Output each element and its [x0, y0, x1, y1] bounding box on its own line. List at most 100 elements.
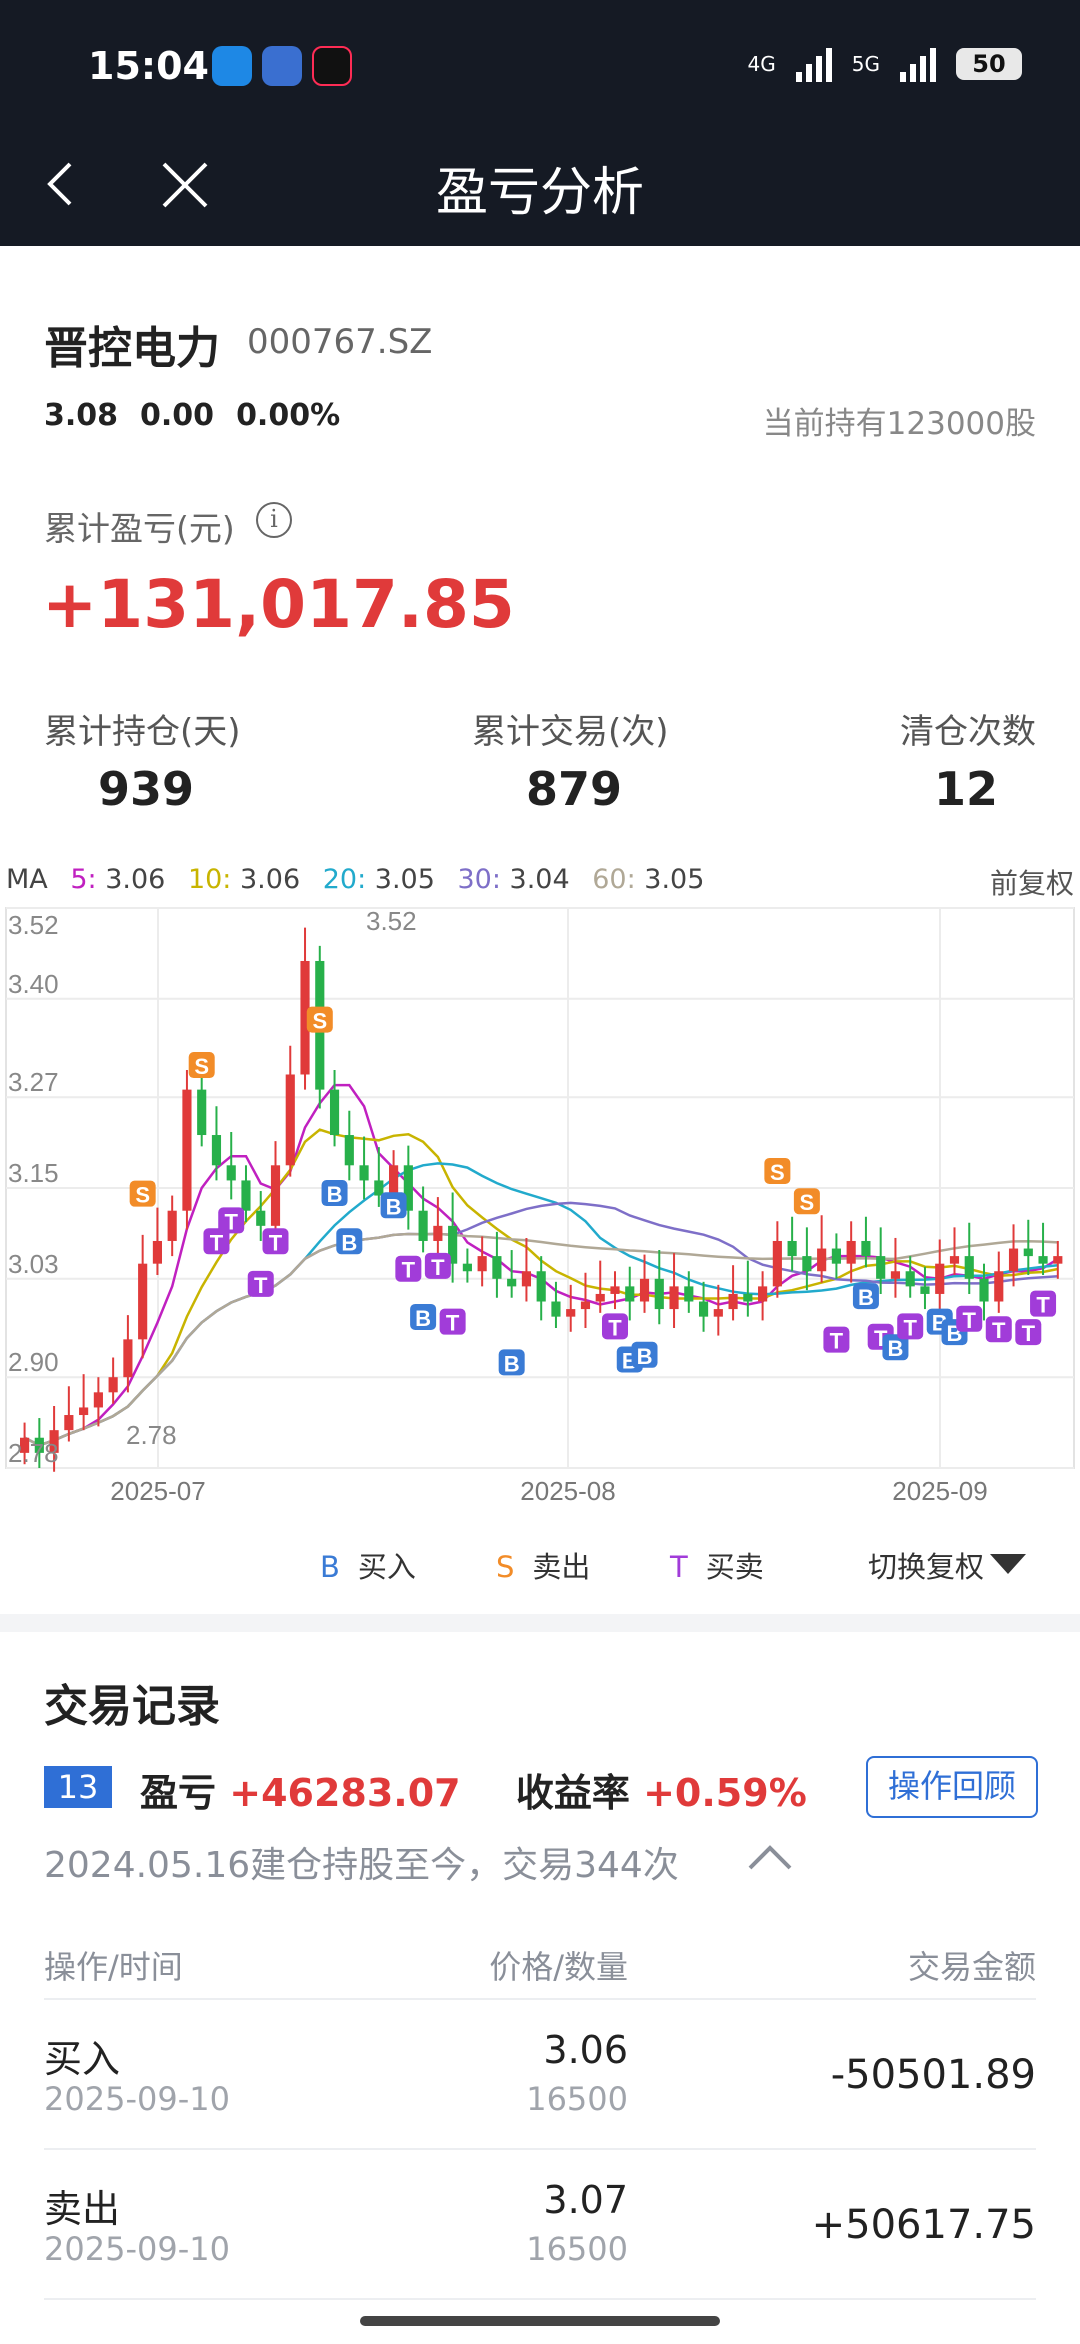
- chevron-up-icon[interactable]: [746, 1842, 794, 1872]
- trade-marker-tt: T: [424, 1252, 451, 1280]
- stat-holding-days-value: 939: [98, 762, 195, 816]
- signal-icon: [900, 46, 936, 82]
- candle-body: [639, 1278, 650, 1302]
- candle-body: [846, 1240, 856, 1264]
- candle-body: [1023, 1248, 1033, 1257]
- signal-icon: [795, 46, 832, 82]
- stat-clearances-value: 12: [933, 762, 998, 816]
- candle-body: [728, 1293, 738, 1310]
- trade-marker-letter: T: [1036, 1293, 1050, 1318]
- trade-marker-tt: T: [203, 1228, 230, 1255]
- trade-marker-letter: T: [608, 1315, 622, 1340]
- ma10-item: 10: 3.06: [188, 864, 300, 895]
- trade-marker-buy: B: [336, 1228, 363, 1255]
- dropdown-triangle-icon[interactable]: [990, 1554, 1026, 1574]
- candle-body: [890, 1271, 901, 1279]
- back-icon[interactable]: [40, 160, 80, 208]
- row-divider: [44, 1998, 1036, 2000]
- trade-marker-letter: T: [431, 1255, 445, 1280]
- trade-marker-buy: B: [410, 1303, 437, 1331]
- candle-body: [758, 1286, 768, 1302]
- trade-marker-box: [380, 1192, 407, 1219]
- trade-marker-box: [439, 1308, 466, 1335]
- candle-body: [374, 1180, 384, 1196]
- info-icon[interactable]: i: [256, 502, 292, 538]
- candle-body: [492, 1256, 502, 1279]
- candle-body: [477, 1256, 487, 1272]
- trade-marker-letter: S: [770, 1160, 785, 1185]
- legend-trade-mark: T: [670, 1550, 688, 1584]
- cumulative-pl-value: +131,017.85: [42, 566, 515, 643]
- candle-body: [300, 960, 310, 1075]
- candle-body: [20, 1437, 30, 1453]
- trade-marker-letter: B: [858, 1285, 874, 1310]
- trade-marker-tt: T: [247, 1270, 274, 1298]
- rate-value: +0.59%: [643, 1771, 807, 1815]
- trade-marker-tt: T: [1015, 1319, 1042, 1346]
- trade-marker-letter: T: [402, 1258, 416, 1283]
- ma-indicator-row: MA 5: 3.06 10: 3.06 20: 3.05 30: 3.04 60…: [6, 864, 718, 895]
- candle-body: [610, 1286, 620, 1294]
- trade-marker-letter: T: [254, 1273, 268, 1298]
- stock-price: 3.08: [44, 398, 119, 433]
- min-price-label: 2.78: [126, 1420, 177, 1450]
- max-price-label: 3.52: [366, 906, 417, 936]
- battery-icon: 50: [956, 48, 1022, 80]
- candle-body: [625, 1286, 635, 1302]
- candle-body: [949, 1256, 960, 1264]
- trade-marker-tt: T: [395, 1255, 422, 1283]
- y-tick-label: 3.27: [8, 1067, 59, 1097]
- candle-body: [1008, 1248, 1019, 1272]
- trade-marker-sell: S: [764, 1157, 791, 1185]
- adjust-mode-label[interactable]: 前复权: [989, 867, 1074, 900]
- trade-marker-tt: T: [601, 1313, 628, 1340]
- trade-marker-box: [1015, 1319, 1042, 1346]
- pl-label: 盈亏: [140, 1771, 217, 1815]
- trade-marker-box: [218, 1207, 245, 1234]
- legend-buy-mark: B: [320, 1550, 340, 1584]
- trade-marker-tt: T: [985, 1316, 1012, 1343]
- candle-body: [211, 1135, 222, 1166]
- x-tick-label: 2025-08: [520, 1476, 615, 1506]
- trade-marker-box: [852, 1283, 879, 1310]
- candle-body: [507, 1278, 517, 1287]
- position-since-text: 2024.05.16建仓持股至今，交易344次: [44, 1845, 679, 1886]
- trade-marker-sell: S: [188, 1052, 215, 1079]
- candle-body: [138, 1263, 148, 1340]
- trade-marker-buy: B: [321, 1180, 348, 1207]
- trade-marker-letter: S: [194, 1054, 209, 1079]
- candle-body: [787, 1240, 797, 1257]
- candle-body: [241, 1180, 251, 1211]
- trade-marker-box: [1030, 1290, 1057, 1317]
- trade-marker-letter: T: [903, 1315, 917, 1340]
- candle-body: [418, 1210, 428, 1241]
- ma60-value: 3.05: [644, 864, 705, 895]
- trade-marker-buy: B: [631, 1341, 658, 1369]
- row-date: 2025-09-10: [44, 2230, 230, 2268]
- switch-adjust-button[interactable]: 切换复权: [868, 1550, 985, 1584]
- status-time: 15:04: [88, 44, 209, 88]
- notification-app-icon: [212, 46, 252, 86]
- legend-trade-text: 买卖: [705, 1550, 764, 1584]
- x-tick-label: 2025-07: [110, 1476, 205, 1506]
- candle-body: [935, 1263, 945, 1294]
- y-tick-label: 3.52: [8, 910, 59, 940]
- candle-body: [920, 1286, 930, 1294]
- candle-body: [817, 1248, 827, 1272]
- candle-body: [654, 1278, 664, 1310]
- close-icon[interactable]: [160, 160, 210, 210]
- trade-marker-buy: B: [852, 1283, 879, 1310]
- trade-marker-box: [424, 1252, 451, 1279]
- col-header-op: 操作/时间: [44, 1948, 183, 1986]
- candle-body: [831, 1248, 841, 1264]
- review-button[interactable]: 操作回顾: [866, 1756, 1038, 1818]
- y-tick-label: 2.78: [8, 1438, 59, 1468]
- trade-marker-box: [793, 1188, 820, 1215]
- row-date: 2025-09-10: [44, 2080, 230, 2118]
- ma20-label: 20:: [322, 864, 367, 895]
- row-qty: 16500: [526, 2080, 628, 2118]
- trade-marker-tt: T: [956, 1305, 983, 1333]
- page-title: 盈亏分析: [435, 163, 644, 223]
- trade-marker-box: [306, 1006, 333, 1033]
